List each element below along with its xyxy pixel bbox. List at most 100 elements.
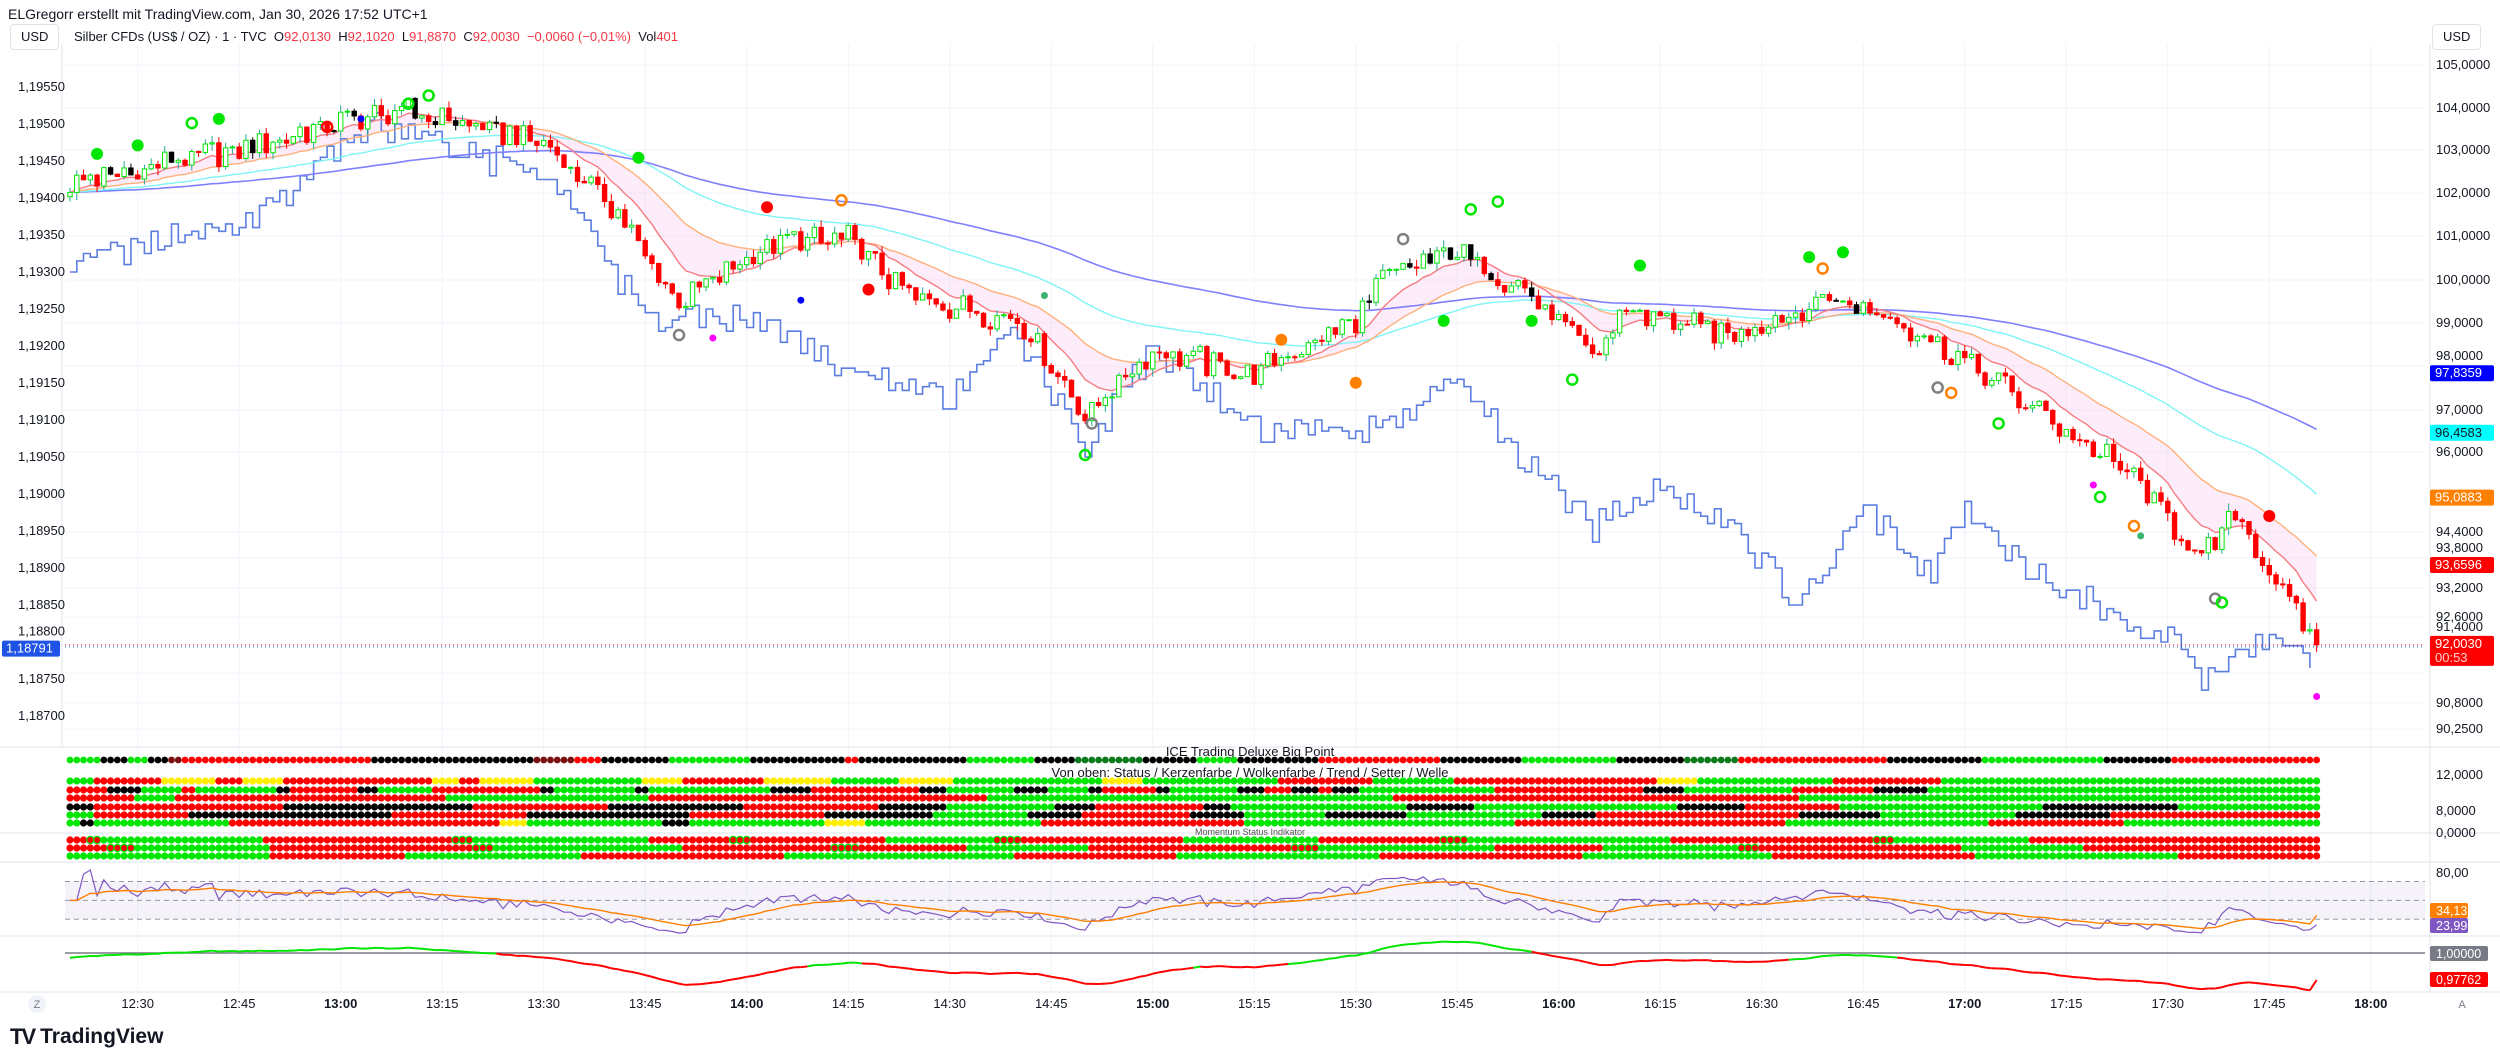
candle[interactable] bbox=[1576, 324, 1582, 337]
candle[interactable] bbox=[980, 311, 987, 329]
candle[interactable] bbox=[1853, 301, 1860, 314]
candle[interactable] bbox=[2165, 497, 2171, 522]
candle[interactable] bbox=[1501, 285, 1508, 296]
candle[interactable] bbox=[1799, 308, 1806, 328]
candle[interactable] bbox=[879, 246, 885, 280]
candle[interactable] bbox=[1292, 354, 1298, 361]
candle[interactable] bbox=[1989, 377, 1995, 388]
candle[interactable] bbox=[148, 158, 154, 171]
candle[interactable] bbox=[1122, 368, 1129, 381]
candle[interactable] bbox=[385, 109, 391, 127]
candle[interactable] bbox=[1474, 252, 1481, 267]
candle[interactable] bbox=[1116, 372, 1122, 398]
timezone-button[interactable]: Z bbox=[34, 999, 41, 1011]
candle[interactable] bbox=[1434, 246, 1440, 271]
candle[interactable] bbox=[1224, 359, 1230, 377]
candle[interactable] bbox=[175, 158, 181, 169]
candle[interactable] bbox=[784, 228, 791, 239]
candle[interactable] bbox=[608, 194, 615, 220]
candle[interactable] bbox=[547, 134, 554, 153]
candle[interactable] bbox=[2192, 549, 2198, 555]
candle[interactable] bbox=[1968, 347, 1975, 361]
candle[interactable] bbox=[906, 283, 912, 294]
candle[interactable] bbox=[2246, 520, 2252, 540]
candle[interactable] bbox=[1366, 294, 1372, 310]
axes[interactable]: 12,0000 8,0000 0,0000 80,00 34,13 23,99 … bbox=[2, 57, 2494, 1013]
candle[interactable] bbox=[1386, 267, 1393, 276]
candle[interactable] bbox=[1339, 317, 1345, 339]
candle[interactable] bbox=[2185, 539, 2191, 551]
candle[interactable] bbox=[2097, 453, 2103, 460]
candle[interactable] bbox=[940, 300, 946, 312]
candle[interactable] bbox=[737, 260, 743, 274]
candle[interactable] bbox=[1731, 330, 1738, 345]
candle[interactable] bbox=[1765, 324, 1772, 337]
candle[interactable] bbox=[1217, 352, 1224, 364]
candle[interactable] bbox=[1928, 333, 1934, 344]
candle[interactable] bbox=[1562, 311, 1569, 327]
candle[interactable] bbox=[798, 227, 804, 253]
candle[interactable] bbox=[588, 174, 594, 186]
candle[interactable] bbox=[2077, 433, 2083, 447]
candle[interactable] bbox=[2158, 486, 2164, 506]
candle[interactable] bbox=[1583, 328, 1589, 348]
candle[interactable] bbox=[1738, 326, 1745, 348]
candle[interactable] bbox=[1955, 344, 1961, 371]
candle[interactable] bbox=[2212, 536, 2218, 552]
candle[interactable] bbox=[811, 222, 818, 244]
candle[interactable] bbox=[750, 249, 757, 267]
candle[interactable] bbox=[561, 153, 567, 168]
candle[interactable] bbox=[1400, 263, 1406, 270]
candle[interactable] bbox=[1684, 319, 1691, 326]
candle[interactable] bbox=[1319, 335, 1325, 346]
candle[interactable] bbox=[656, 262, 662, 287]
candle[interactable] bbox=[1934, 333, 1941, 343]
candle[interactable] bbox=[1298, 351, 1305, 358]
candle[interactable] bbox=[581, 176, 587, 184]
candle[interactable] bbox=[1251, 364, 1257, 385]
currency-right-button[interactable]: USD bbox=[2432, 24, 2482, 50]
candle[interactable] bbox=[1880, 314, 1887, 320]
candle[interactable] bbox=[1156, 346, 1163, 360]
candle[interactable] bbox=[121, 161, 127, 180]
candle[interactable] bbox=[1664, 311, 1670, 317]
candle[interactable] bbox=[1089, 401, 1095, 427]
candle[interactable] bbox=[2259, 551, 2266, 572]
candle[interactable] bbox=[270, 140, 276, 160]
candle[interactable] bbox=[642, 237, 648, 260]
candle[interactable] bbox=[2009, 375, 2015, 397]
candle[interactable] bbox=[1258, 362, 1264, 390]
candle[interactable] bbox=[453, 116, 459, 131]
candle[interactable] bbox=[730, 260, 736, 274]
candle[interactable] bbox=[527, 120, 533, 143]
candle[interactable] bbox=[622, 203, 628, 229]
candle[interactable] bbox=[513, 124, 520, 148]
candle[interactable] bbox=[662, 281, 669, 289]
symbol-name[interactable]: Silber CFDs (US$ / OZ) · 1 · TVC bbox=[74, 29, 267, 44]
candle[interactable] bbox=[1616, 308, 1623, 337]
candle[interactable] bbox=[2239, 517, 2245, 530]
candle[interactable] bbox=[507, 124, 513, 146]
candle[interactable] bbox=[419, 114, 425, 123]
candle[interactable] bbox=[1136, 358, 1142, 380]
candle[interactable] bbox=[1265, 350, 1271, 369]
candle[interactable] bbox=[297, 122, 303, 144]
candle[interactable] bbox=[365, 114, 371, 136]
candle[interactable] bbox=[1001, 312, 1007, 319]
candle[interactable] bbox=[974, 310, 980, 317]
candle[interactable] bbox=[1204, 344, 1210, 378]
candle[interactable] bbox=[1569, 317, 1575, 329]
candle[interactable] bbox=[1373, 274, 1379, 307]
candle[interactable] bbox=[1677, 321, 1684, 336]
candle[interactable] bbox=[520, 120, 527, 152]
candle[interactable] bbox=[1962, 344, 1968, 364]
candle[interactable] bbox=[1556, 310, 1562, 321]
candle[interactable] bbox=[1941, 334, 1948, 365]
candle[interactable] bbox=[669, 282, 675, 296]
candle[interactable] bbox=[1278, 354, 1284, 372]
candle[interactable] bbox=[2307, 622, 2313, 635]
candle[interactable] bbox=[107, 166, 114, 176]
candle[interactable] bbox=[195, 150, 202, 157]
candle[interactable] bbox=[2131, 465, 2137, 478]
